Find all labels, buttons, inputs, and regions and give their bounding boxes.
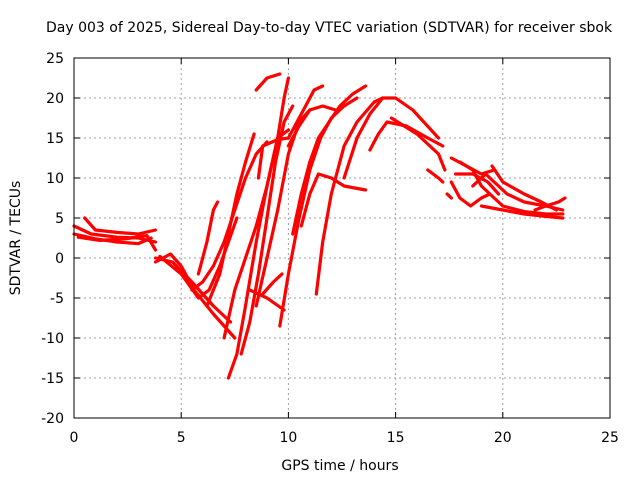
trace-sat-23 xyxy=(299,172,368,228)
y-tick-label: 20 xyxy=(46,91,64,107)
x-tick-label: 15 xyxy=(387,430,405,446)
y-tick-label: -15 xyxy=(41,371,64,387)
trace-sat-25 xyxy=(342,96,441,180)
y-tick-label: -5 xyxy=(50,291,64,307)
trace-sat-13 xyxy=(239,104,295,356)
y-tick-label: 15 xyxy=(46,131,64,147)
trace-sat-12 xyxy=(222,76,290,340)
trace-sat-37 xyxy=(533,196,567,212)
trace-sat-24 xyxy=(314,96,385,296)
trace-sat-8 xyxy=(190,140,269,292)
x-tick-label: 20 xyxy=(494,430,512,446)
y-tick-label: 10 xyxy=(46,171,64,187)
trace-sat-17 xyxy=(261,272,284,296)
x-tick-label: 10 xyxy=(279,430,297,446)
y-tick-label: -20 xyxy=(41,411,64,427)
trace-sat-16 xyxy=(256,136,290,180)
trace-sat-33 xyxy=(458,160,565,216)
chart-title: Day 003 of 2025, Sidereal Day-to-day VTE… xyxy=(46,20,613,36)
trace-sat-19 xyxy=(278,96,359,328)
plot-frame xyxy=(73,57,611,419)
y-tick-label: 0 xyxy=(55,251,64,267)
y-tick-label: 5 xyxy=(55,211,64,227)
trace-sat-9 xyxy=(196,200,220,276)
y-axis-label: SDTVAR / TECUs xyxy=(8,181,24,296)
trace-sat-10 xyxy=(205,132,256,308)
trace-sat-26 xyxy=(368,120,445,152)
trace-sat-7 xyxy=(158,216,239,300)
x-tick-label: 25 xyxy=(601,430,619,446)
trace-sat-22 xyxy=(291,84,368,236)
x-tick-label: 5 xyxy=(177,430,186,446)
trace-sat-36 xyxy=(479,204,565,220)
trace-sat-30 xyxy=(449,180,492,208)
trace-sat-28 xyxy=(426,168,445,184)
x-axis-label: GPS time / hours xyxy=(281,458,398,474)
trace-sat-4 xyxy=(83,216,158,236)
trace-sat-27 xyxy=(389,116,447,172)
data-traces xyxy=(72,72,567,380)
trace-sat-21 xyxy=(286,104,338,148)
grid xyxy=(74,58,610,418)
trace-sat-18 xyxy=(254,72,282,92)
y-tick-label: 25 xyxy=(46,51,64,67)
trace-sat-3 xyxy=(76,234,158,252)
trace-sat-1 xyxy=(72,224,158,244)
trace-sat-20 xyxy=(286,84,325,140)
axis-ticks: 0 5 10 15 20 25 -20 -15 -10 -5 0 5 10 15 20 25 xyxy=(41,51,619,446)
trace-sat-14 xyxy=(248,288,286,312)
trace-sat-15 xyxy=(254,108,312,308)
x-tick-label: 0 xyxy=(70,430,79,446)
y-tick-label: -10 xyxy=(41,331,64,347)
trace-sat-29 xyxy=(445,192,453,200)
